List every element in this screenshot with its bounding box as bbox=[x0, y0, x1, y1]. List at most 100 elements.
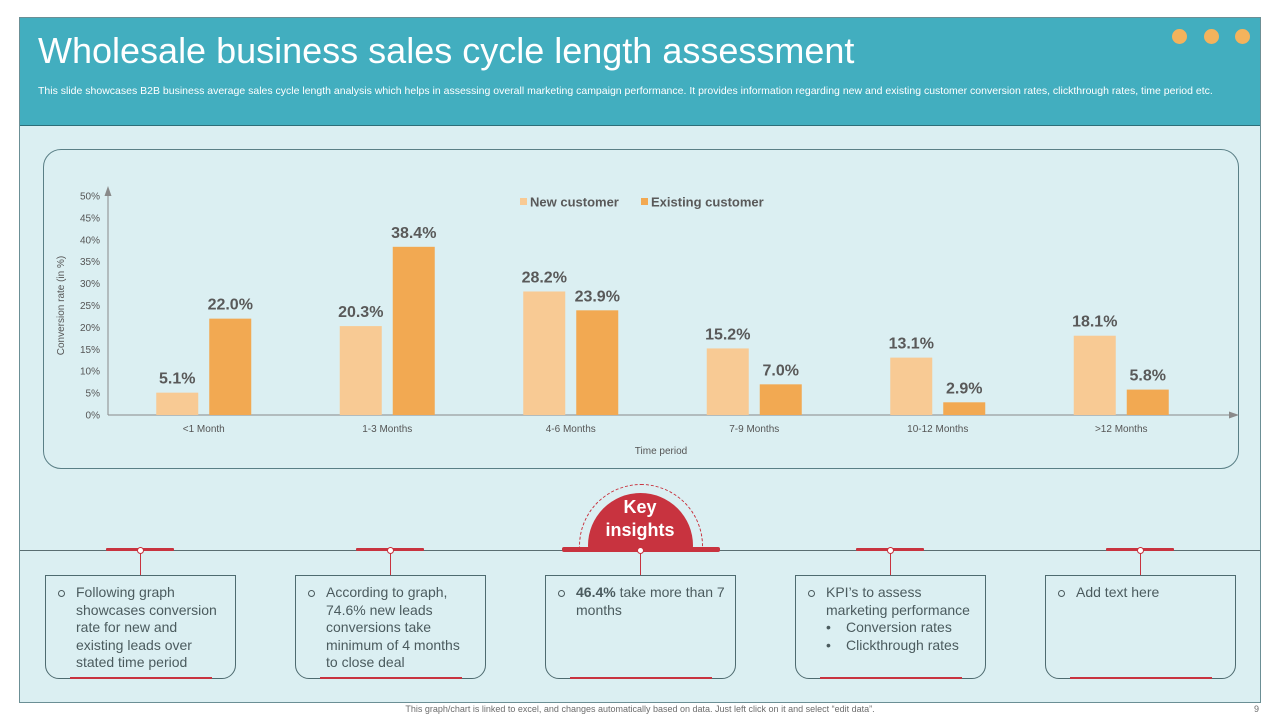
circle-bullet-icon bbox=[308, 590, 315, 597]
slide: Wholesale business sales cycle length as… bbox=[19, 17, 1261, 703]
bar-new bbox=[890, 357, 933, 415]
insight-box-5[interactable]: Add text here bbox=[1045, 575, 1236, 679]
decor-dot-3 bbox=[1235, 29, 1250, 44]
sub-item-text: Clickthrough rates bbox=[846, 636, 959, 653]
data-label: 28.2% bbox=[522, 269, 567, 286]
data-label: 7.0% bbox=[763, 362, 799, 379]
data-label: 22.0% bbox=[208, 297, 253, 314]
connector-dot-4 bbox=[887, 547, 894, 554]
connector-dot-5 bbox=[1137, 547, 1144, 554]
decor-dot-1 bbox=[1172, 29, 1187, 44]
footer-note: This graph/chart is linked to excel, and… bbox=[405, 704, 875, 714]
y-tick-label: 25% bbox=[80, 301, 100, 312]
data-label: 18.1% bbox=[1072, 314, 1117, 331]
x-tick-label: 4-6 Months bbox=[546, 424, 596, 435]
insight-box-4: KPI’s to assess marketing performance • … bbox=[795, 575, 986, 679]
decor-dot-2 bbox=[1204, 29, 1219, 44]
connector-dot-3 bbox=[637, 547, 644, 554]
y-tick-label: 30% bbox=[80, 279, 100, 290]
bar-existing bbox=[943, 402, 986, 415]
insight-bullet: Add text here bbox=[1056, 584, 1225, 602]
key-insights-label: Key insights bbox=[605, 497, 675, 540]
insight-box-3: 46.4% take more than 7 months bbox=[545, 575, 736, 679]
x-tick-label: 7-9 Months bbox=[729, 424, 779, 435]
legend-label: New customer bbox=[530, 195, 619, 210]
data-label: 20.3% bbox=[338, 304, 383, 321]
x-tick-label: 10-12 Months bbox=[907, 424, 968, 435]
bar-existing bbox=[1126, 389, 1169, 415]
insight-placeholder-text[interactable]: Add text here bbox=[1076, 584, 1160, 600]
x-axis-label: Time period bbox=[635, 446, 687, 457]
connector-line-1 bbox=[140, 551, 141, 575]
connector-line-4 bbox=[890, 551, 891, 575]
legend-label: Existing customer bbox=[651, 195, 764, 210]
y-tick-label: 40% bbox=[80, 235, 100, 246]
insight-bullet: KPI’s to assess marketing performance bbox=[806, 584, 975, 619]
insight-sub-item: • Clickthrough rates bbox=[806, 637, 975, 655]
insight-underline-1 bbox=[70, 677, 212, 679]
slide-subtitle: This slide showcases B2B business averag… bbox=[38, 85, 1213, 97]
data-label: 15.2% bbox=[705, 326, 750, 343]
connector-line-5 bbox=[1140, 551, 1141, 575]
page-number: 9 bbox=[1254, 704, 1260, 714]
y-tick-label: 15% bbox=[80, 345, 100, 356]
insight-underline-4 bbox=[820, 677, 962, 679]
legend-swatch bbox=[520, 198, 527, 205]
y-tick-label: 20% bbox=[80, 323, 100, 334]
bar-new bbox=[1073, 335, 1116, 415]
connector-line-3 bbox=[640, 551, 641, 575]
insight-text: KPI’s to assess marketing performance bbox=[826, 584, 970, 618]
insight-box-1: Following graph showcases conversion rat… bbox=[45, 575, 236, 679]
circle-bullet-icon bbox=[1058, 590, 1065, 597]
insight-text: Following graph showcases conversion rat… bbox=[76, 584, 217, 670]
data-label: 5.8% bbox=[1130, 368, 1166, 385]
insight-underline-3 bbox=[570, 677, 712, 679]
x-tick-label: <1 Month bbox=[183, 424, 225, 435]
y-tick-label: 45% bbox=[80, 213, 100, 224]
data-label: 2.9% bbox=[946, 380, 982, 397]
insight-text: take more than 7 months bbox=[576, 584, 725, 618]
bar-new bbox=[706, 348, 749, 415]
insight-text: According to graph, 74.6% new leads conv… bbox=[326, 584, 460, 670]
legend-swatch bbox=[641, 198, 648, 205]
bar-new bbox=[156, 392, 199, 415]
chart-panel: 0% 5% 10% 15% 20% 25% 30% 35% 40% 45% 50% Conversio… bbox=[43, 149, 1239, 469]
data-label: 13.1% bbox=[889, 336, 934, 353]
x-axis-arrow-icon bbox=[1229, 411, 1239, 419]
y-tick-label: 50% bbox=[80, 192, 100, 203]
bar-existing bbox=[392, 246, 435, 415]
bar-existing bbox=[759, 384, 802, 415]
dot-bullet-icon: • bbox=[826, 636, 831, 653]
bar-existing bbox=[576, 310, 619, 415]
circle-bullet-icon bbox=[558, 590, 565, 597]
insight-box-2: According to graph, 74.6% new leads conv… bbox=[295, 575, 486, 679]
insight-bullet: According to graph, 74.6% new leads conv… bbox=[306, 584, 475, 672]
x-tick-label: >12 Months bbox=[1095, 424, 1148, 435]
bar-chart[interactable]: 0% 5% 10% 15% 20% 25% 30% 35% 40% 45% 50% Conversio… bbox=[44, 150, 1240, 470]
insight-sub-item: • Conversion rates bbox=[806, 619, 975, 637]
y-tick-label: 35% bbox=[80, 257, 100, 268]
connector-line-2 bbox=[390, 551, 391, 575]
y-tick-label: 0% bbox=[86, 411, 101, 422]
connector-dot-2 bbox=[387, 547, 394, 554]
data-label: 23.9% bbox=[575, 288, 620, 305]
connector-dot-1 bbox=[137, 547, 144, 554]
bar-existing bbox=[209, 318, 252, 415]
header-banner: Wholesale business sales cycle length as… bbox=[20, 18, 1260, 126]
y-axis-label: Conversion rate (in %) bbox=[56, 256, 67, 355]
insight-highlight: 46.4% bbox=[576, 584, 616, 600]
bar-new bbox=[339, 326, 382, 415]
circle-bullet-icon bbox=[58, 590, 65, 597]
y-tick-label: 5% bbox=[86, 389, 101, 400]
y-tick-label: 10% bbox=[80, 367, 100, 378]
sub-item-text: Conversion rates bbox=[846, 619, 952, 635]
insight-bullet: Following graph showcases conversion rat… bbox=[56, 584, 225, 672]
circle-bullet-icon bbox=[808, 590, 815, 597]
data-label: 5.1% bbox=[159, 371, 195, 388]
data-label: 38.4% bbox=[391, 225, 436, 242]
slide-title: Wholesale business sales cycle length as… bbox=[38, 30, 855, 71]
insight-underline-5 bbox=[1070, 677, 1212, 679]
insight-bullet: 46.4% take more than 7 months bbox=[556, 584, 725, 619]
y-axis-arrow-icon bbox=[104, 186, 112, 196]
insight-underline-2 bbox=[320, 677, 462, 679]
